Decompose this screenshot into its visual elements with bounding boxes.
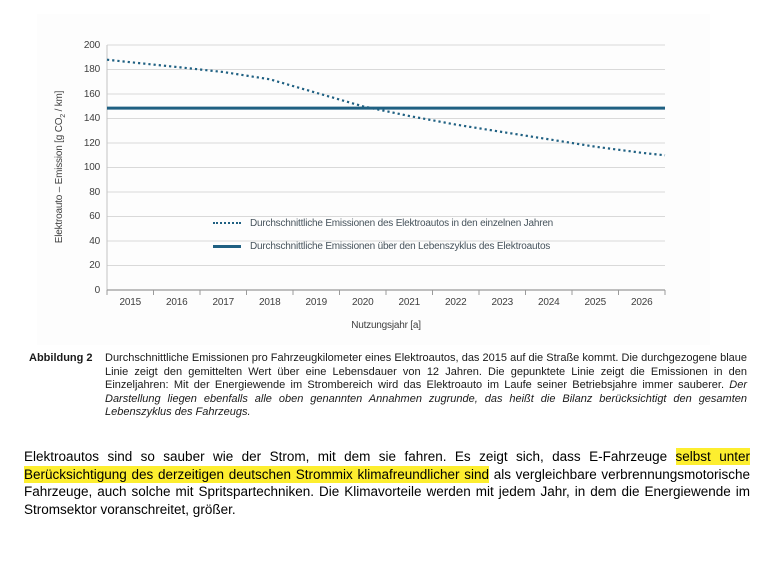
legend-item-yearly-emissions: Durchschnittliche Emissionen des Elektro…: [213, 217, 553, 229]
caption-normal-text: Durchschnittliche Emissionen pro Fahrzeu…: [105, 352, 747, 392]
x-tick-label: 2021: [398, 297, 421, 308]
figure-caption-label: Abbildung 2: [29, 352, 93, 364]
y-tick-label: 20: [89, 260, 100, 271]
y-tick-label: 100: [83, 162, 100, 173]
x-tick-label: 2024: [538, 297, 560, 308]
line-chart: [106, 44, 666, 295]
yearly-emissions-dotted-line: [106, 58, 666, 157]
chart-legend: Durchschnittliche Emissionen des Elektro…: [213, 217, 553, 263]
body-paragraph: Elektroautos sind so sauber wie der Stro…: [24, 448, 750, 518]
y-tick-label: 80: [89, 186, 100, 198]
x-tick-label: 2020: [352, 297, 374, 308]
emissions-chart-figure: 0 20 40 60 80 100 120 140 160 180 200 2015 2016 2017…: [37, 14, 710, 345]
x-tick-label: 2017: [212, 297, 235, 308]
y-tick-label: 120: [83, 137, 100, 149]
x-tick-label: 2023: [491, 297, 514, 308]
caption-italic-text: Der Darstellung liegen ebenfalls alle ob…: [105, 379, 747, 419]
y-axis-title: Elektroauto – Emission [g CO2 / km]: [54, 90, 67, 244]
y-tick-label: 180: [83, 64, 100, 75]
y-tick-label: 60: [89, 211, 100, 222]
x-tick-label: 2026: [631, 297, 653, 308]
y-tick-label: 0: [94, 284, 101, 296]
x-tick-label: 2025: [584, 297, 607, 308]
y-tick-label: 160: [83, 88, 100, 100]
body-text-pre: Elektroautos sind so sauber wie der Stro…: [24, 449, 676, 464]
x-tick-label: 2022: [445, 297, 467, 308]
x-tick-label: 2015: [119, 297, 142, 308]
legend-label: Durchschnittliche Emissionen über den Le…: [250, 240, 551, 252]
solid-line-marker-icon: [213, 244, 241, 248]
dotted-line-marker-icon: [213, 222, 241, 224]
y-tick-label: 200: [83, 39, 100, 51]
x-tick-label: 2019: [305, 297, 328, 308]
body-text-post: als vergleichbare verbrennungsmotorische…: [24, 466, 750, 517]
legend-item-lifecycle-average: Durchschnittliche Emissionen über den Le…: [213, 240, 553, 252]
figure-caption-text: Durchschnittliche Emissionen pro Fahrzeu…: [105, 352, 747, 420]
x-axis-title: Nutzungsjahr [a]: [351, 320, 421, 331]
x-tick-label: 2016: [166, 297, 188, 308]
x-tick-label: 2018: [259, 297, 281, 308]
y-tick-label: 40: [89, 235, 100, 247]
y-tick-label: 140: [83, 113, 100, 124]
legend-label: Durchschnittliche Emissionen des Elektro…: [250, 217, 554, 229]
